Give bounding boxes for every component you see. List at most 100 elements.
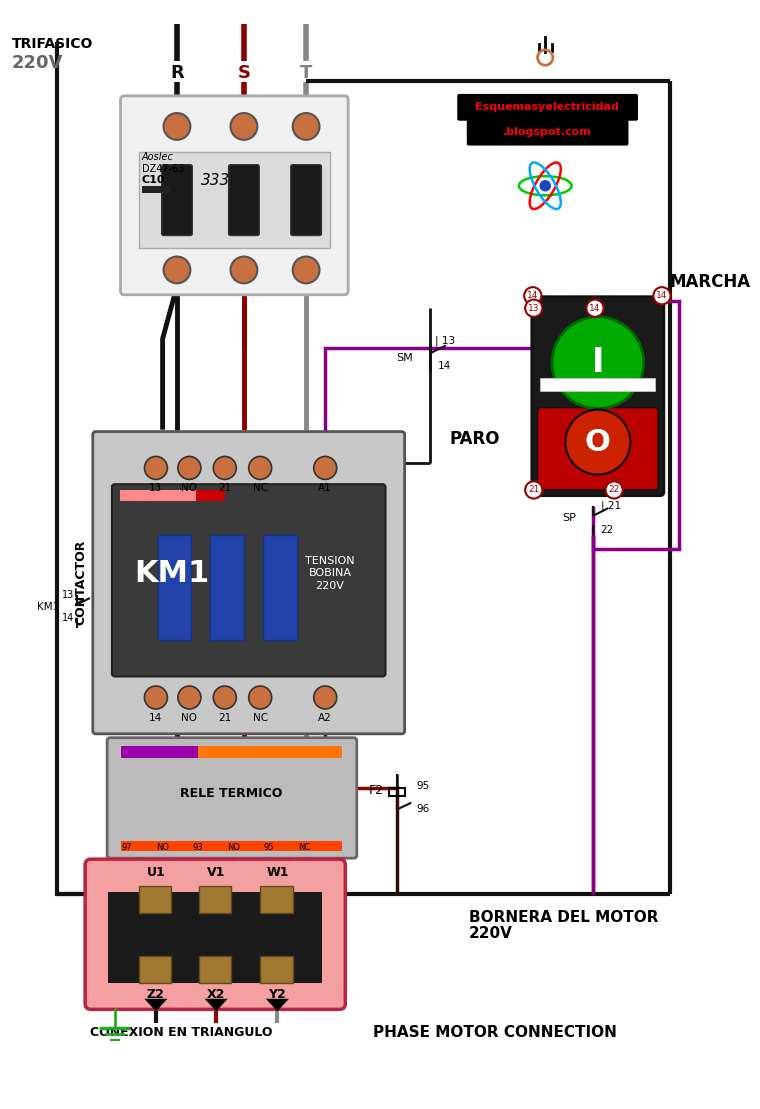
- FancyBboxPatch shape: [467, 119, 629, 145]
- Text: 14: 14: [656, 292, 667, 301]
- Circle shape: [144, 686, 167, 709]
- Bar: [108, 892, 322, 983]
- Text: 22: 22: [609, 486, 619, 495]
- FancyBboxPatch shape: [537, 408, 658, 490]
- Text: NO: NO: [227, 844, 240, 853]
- Polygon shape: [204, 999, 228, 1011]
- Circle shape: [314, 686, 337, 709]
- Bar: [138, 886, 171, 913]
- Text: 14: 14: [438, 360, 451, 370]
- Text: 13: 13: [528, 304, 540, 313]
- Polygon shape: [266, 999, 289, 1011]
- Circle shape: [293, 113, 319, 140]
- Text: 220V: 220V: [11, 53, 63, 72]
- Text: DZ47-63: DZ47-63: [141, 163, 184, 173]
- Text: NO: NO: [156, 844, 169, 853]
- Circle shape: [293, 256, 319, 283]
- Text: S: S: [237, 64, 250, 82]
- Bar: [122, 746, 343, 757]
- Text: KM1: KM1: [134, 559, 209, 588]
- Text: 95: 95: [416, 782, 429, 792]
- Text: 333: 333: [201, 173, 230, 189]
- Circle shape: [214, 686, 236, 709]
- Circle shape: [178, 457, 201, 479]
- Text: 21: 21: [218, 713, 231, 723]
- Circle shape: [525, 481, 543, 499]
- Text: 93: 93: [193, 844, 204, 853]
- Bar: [260, 956, 293, 983]
- Text: 97: 97: [122, 844, 132, 853]
- Text: 95: 95: [264, 844, 274, 853]
- Circle shape: [525, 299, 543, 317]
- Circle shape: [606, 481, 622, 499]
- FancyBboxPatch shape: [532, 297, 663, 496]
- Bar: [211, 535, 244, 640]
- Text: V1: V1: [207, 866, 226, 879]
- FancyBboxPatch shape: [107, 737, 356, 858]
- Circle shape: [249, 686, 271, 709]
- Bar: [119, 490, 225, 501]
- Bar: [141, 185, 170, 193]
- Text: TENSION
BOBINA
220V: TENSION BOBINA 220V: [306, 556, 355, 591]
- Text: CONEXION EN TRIANGULO: CONEXION EN TRIANGULO: [90, 1026, 273, 1039]
- Bar: [199, 886, 232, 913]
- Text: 14: 14: [149, 713, 163, 723]
- Bar: [138, 152, 330, 248]
- Text: R: R: [170, 64, 184, 82]
- Text: Z2: Z2: [147, 987, 165, 1000]
- Bar: [158, 535, 192, 640]
- Bar: [122, 841, 343, 851]
- FancyBboxPatch shape: [85, 859, 345, 1009]
- Text: MARCHA: MARCHA: [670, 273, 751, 291]
- Circle shape: [230, 113, 258, 140]
- FancyBboxPatch shape: [458, 94, 638, 121]
- Circle shape: [163, 113, 190, 140]
- Circle shape: [144, 457, 167, 479]
- Text: NC: NC: [298, 844, 310, 853]
- FancyBboxPatch shape: [162, 165, 192, 235]
- Bar: [119, 490, 196, 501]
- Text: RELE TERMICO: RELE TERMICO: [180, 786, 283, 800]
- Text: KM1: KM1: [37, 601, 59, 612]
- Circle shape: [552, 317, 644, 408]
- Text: PHASE MOTOR CONNECTION: PHASE MOTOR CONNECTION: [373, 1025, 617, 1040]
- Bar: [263, 535, 296, 640]
- Text: NC: NC: [252, 713, 268, 723]
- Text: 14: 14: [527, 292, 539, 301]
- Text: NC: NC: [252, 484, 268, 494]
- Circle shape: [565, 409, 630, 475]
- Circle shape: [249, 457, 271, 479]
- Text: T: T: [300, 64, 312, 82]
- Bar: [389, 788, 404, 796]
- Text: | 21: | 21: [600, 501, 621, 511]
- Text: C10: C10: [141, 175, 165, 185]
- Bar: [138, 956, 171, 983]
- Circle shape: [314, 457, 337, 479]
- Circle shape: [524, 287, 541, 304]
- Text: 96: 96: [416, 804, 429, 814]
- Circle shape: [178, 686, 201, 709]
- Text: 220V: 220V: [469, 926, 512, 942]
- Text: SM: SM: [397, 353, 413, 363]
- Bar: [122, 746, 198, 757]
- Text: 13: 13: [62, 590, 74, 600]
- Circle shape: [163, 256, 190, 283]
- Text: U1: U1: [147, 866, 165, 879]
- Text: NO: NO: [182, 484, 198, 494]
- Text: 14: 14: [589, 304, 600, 313]
- Text: Y2: Y2: [268, 987, 287, 1000]
- Text: TRIFASICO: TRIFASICO: [11, 38, 93, 51]
- Bar: [260, 886, 293, 913]
- FancyBboxPatch shape: [229, 165, 259, 235]
- Bar: [199, 956, 232, 983]
- Text: F2: F2: [369, 784, 384, 796]
- Text: O: O: [585, 428, 611, 457]
- Text: CONTACTOR: CONTACTOR: [74, 540, 88, 625]
- Text: PARO: PARO: [450, 430, 500, 448]
- Bar: [540, 378, 655, 391]
- Text: NO: NO: [182, 713, 198, 723]
- Text: Esquemasyelectricidad: Esquemasyelectricidad: [475, 102, 619, 112]
- Text: 13: 13: [149, 484, 163, 494]
- Text: A1: A1: [318, 484, 332, 494]
- Circle shape: [230, 256, 258, 283]
